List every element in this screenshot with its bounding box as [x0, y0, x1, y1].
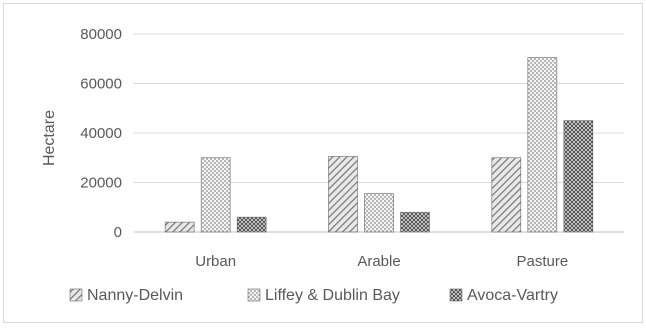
bar — [400, 211, 430, 233]
y-tick-label: 80000 — [80, 26, 122, 43]
legend-swatch — [69, 288, 83, 302]
x-tick-label: Arable — [357, 253, 400, 270]
bar — [364, 193, 394, 233]
y-axis-ticks: 0 20000 40000 60000 80000 — [80, 26, 122, 241]
bar — [527, 57, 558, 233]
legend-label: Liffey & Dublin Bay — [265, 287, 400, 304]
x-tick-label: Urban — [195, 253, 236, 270]
bar — [491, 157, 522, 233]
bar — [328, 156, 358, 233]
legend-swatch — [247, 288, 261, 302]
y-tick-label: 20000 — [80, 175, 122, 192]
chart-frame: 0 20000 40000 60000 80000 Urban Arable Pasture… — [3, 3, 643, 323]
x-axis-ticks: Urban Arable Pasture — [195, 253, 568, 270]
y-tick-label: 40000 — [80, 125, 122, 142]
bar — [563, 120, 594, 233]
y-axis-label: Hectare — [41, 110, 58, 166]
legend: Nanny-Delvin Liffey & Dublin Bay Avoca-Var… — [69, 287, 558, 304]
bar-chart: 0 20000 40000 60000 80000 Urban Arable Pasture… — [41, 26, 624, 304]
y-tick-label: 60000 — [80, 76, 122, 93]
bar — [164, 221, 195, 233]
bar — [200, 157, 231, 233]
bars — [164, 57, 594, 233]
legend-label: Avoca-Vartry — [467, 287, 558, 304]
legend-swatch — [449, 288, 463, 302]
legend-label: Nanny-Delvin — [87, 287, 183, 304]
x-tick-label: Pasture — [516, 253, 568, 270]
y-tick-label: 0 — [114, 224, 122, 241]
bar — [236, 216, 267, 233]
